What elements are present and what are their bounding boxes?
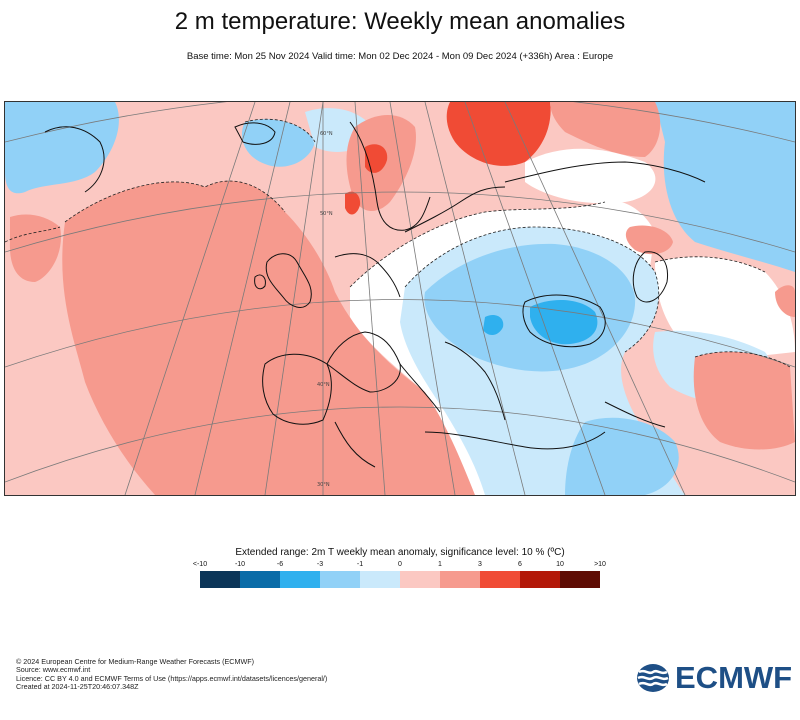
footer-copyright: © 2024 European Centre for Medium-Range …	[16, 657, 255, 666]
cold-anomaly-greenland	[5, 102, 119, 194]
legend-colorbar	[200, 571, 600, 588]
footer-created: Created at 2024-11-25T20:46:07.348Z	[16, 681, 139, 691]
ecmwf-logo-icon	[637, 664, 669, 692]
map-canvas: 60°N 50°N 40°N 30°N	[5, 102, 795, 495]
cold-anomaly-iceland	[241, 119, 315, 167]
graticule	[5, 102, 795, 495]
footer-licence: Licence: CC BY 4.0 and ECMWF Terms of Us…	[16, 673, 328, 683]
footer-source: Source: www.ecmwf.int	[16, 665, 91, 675]
legend-tick: 10	[556, 561, 564, 568]
chart-subtitle: Base time: Mon 25 Nov 2024 Valid time: M…	[186, 51, 614, 62]
warm-anomaly-southeast	[693, 351, 795, 450]
legend-tick: 6	[518, 561, 522, 568]
ecmwf-logo-text: ECMWF	[675, 660, 793, 695]
warm-anomaly-scandinavia-strong	[365, 144, 388, 173]
chart-title: 2 m temperature: Weekly mean anomalies	[174, 8, 626, 35]
significance-contours	[5, 118, 791, 368]
legend-color-swatch	[560, 571, 600, 588]
warm-anomaly-atlantic	[62, 181, 476, 495]
warm-anomaly-iberia	[255, 352, 345, 431]
warm-anomaly-east-edge	[775, 285, 795, 317]
legend-tick: -1	[356, 561, 364, 568]
legend-color-swatch	[400, 571, 440, 588]
legend-color-swatch	[320, 571, 360, 588]
anomaly-map: 60°N 50°N 40°N 30°N	[4, 101, 796, 496]
legend-color-swatch	[440, 571, 480, 588]
legend-ticks: <-10 -10 -6 -3 -1 0 1 3 6 10 >10	[193, 561, 606, 571]
footer-credits: © 2024 European Centre for Medium-Range …	[16, 657, 328, 691]
grid-label-60n: 60°N	[320, 131, 333, 137]
ecmwf-logo: ECMWF	[636, 660, 792, 696]
legend-color-swatch	[360, 571, 400, 588]
coastlines	[44, 121, 706, 468]
legend-color-swatch	[200, 571, 240, 588]
legend-color-swatch	[480, 571, 520, 588]
legend-tick: -6	[276, 561, 284, 568]
warm-anomaly-caspian	[625, 225, 673, 255]
legend-title: Extended range: 2m T weekly mean anomaly…	[235, 547, 565, 558]
legend-color-swatch	[520, 571, 560, 588]
legend-tick: -3	[316, 561, 324, 568]
legend-tick: -10	[234, 561, 246, 568]
legend-tick: 0	[398, 561, 402, 568]
legend-color-swatch	[240, 571, 280, 588]
legend-color-swatch	[280, 571, 320, 588]
legend-tick: 1	[438, 561, 442, 568]
grid-label-40n: 40°N	[317, 382, 330, 388]
warm-anomaly-norway-coast	[345, 191, 361, 215]
grid-label-50n: 50°N	[320, 211, 333, 217]
legend-tick: 3	[478, 561, 482, 568]
warm-anomaly-north-russia	[446, 102, 551, 166]
warm-anomaly-russia-east	[550, 102, 661, 157]
cold-anomaly-black-sea	[530, 300, 598, 345]
legend-tick: >10	[594, 561, 606, 568]
legend-tick: <-10	[192, 561, 208, 568]
warm-anomaly-greenland-sw	[9, 214, 61, 282]
grid-label-30n: 30°N	[317, 482, 330, 488]
cold-anomaly-siberia	[655, 102, 795, 272]
cold-anomaly-balkans	[483, 315, 504, 336]
